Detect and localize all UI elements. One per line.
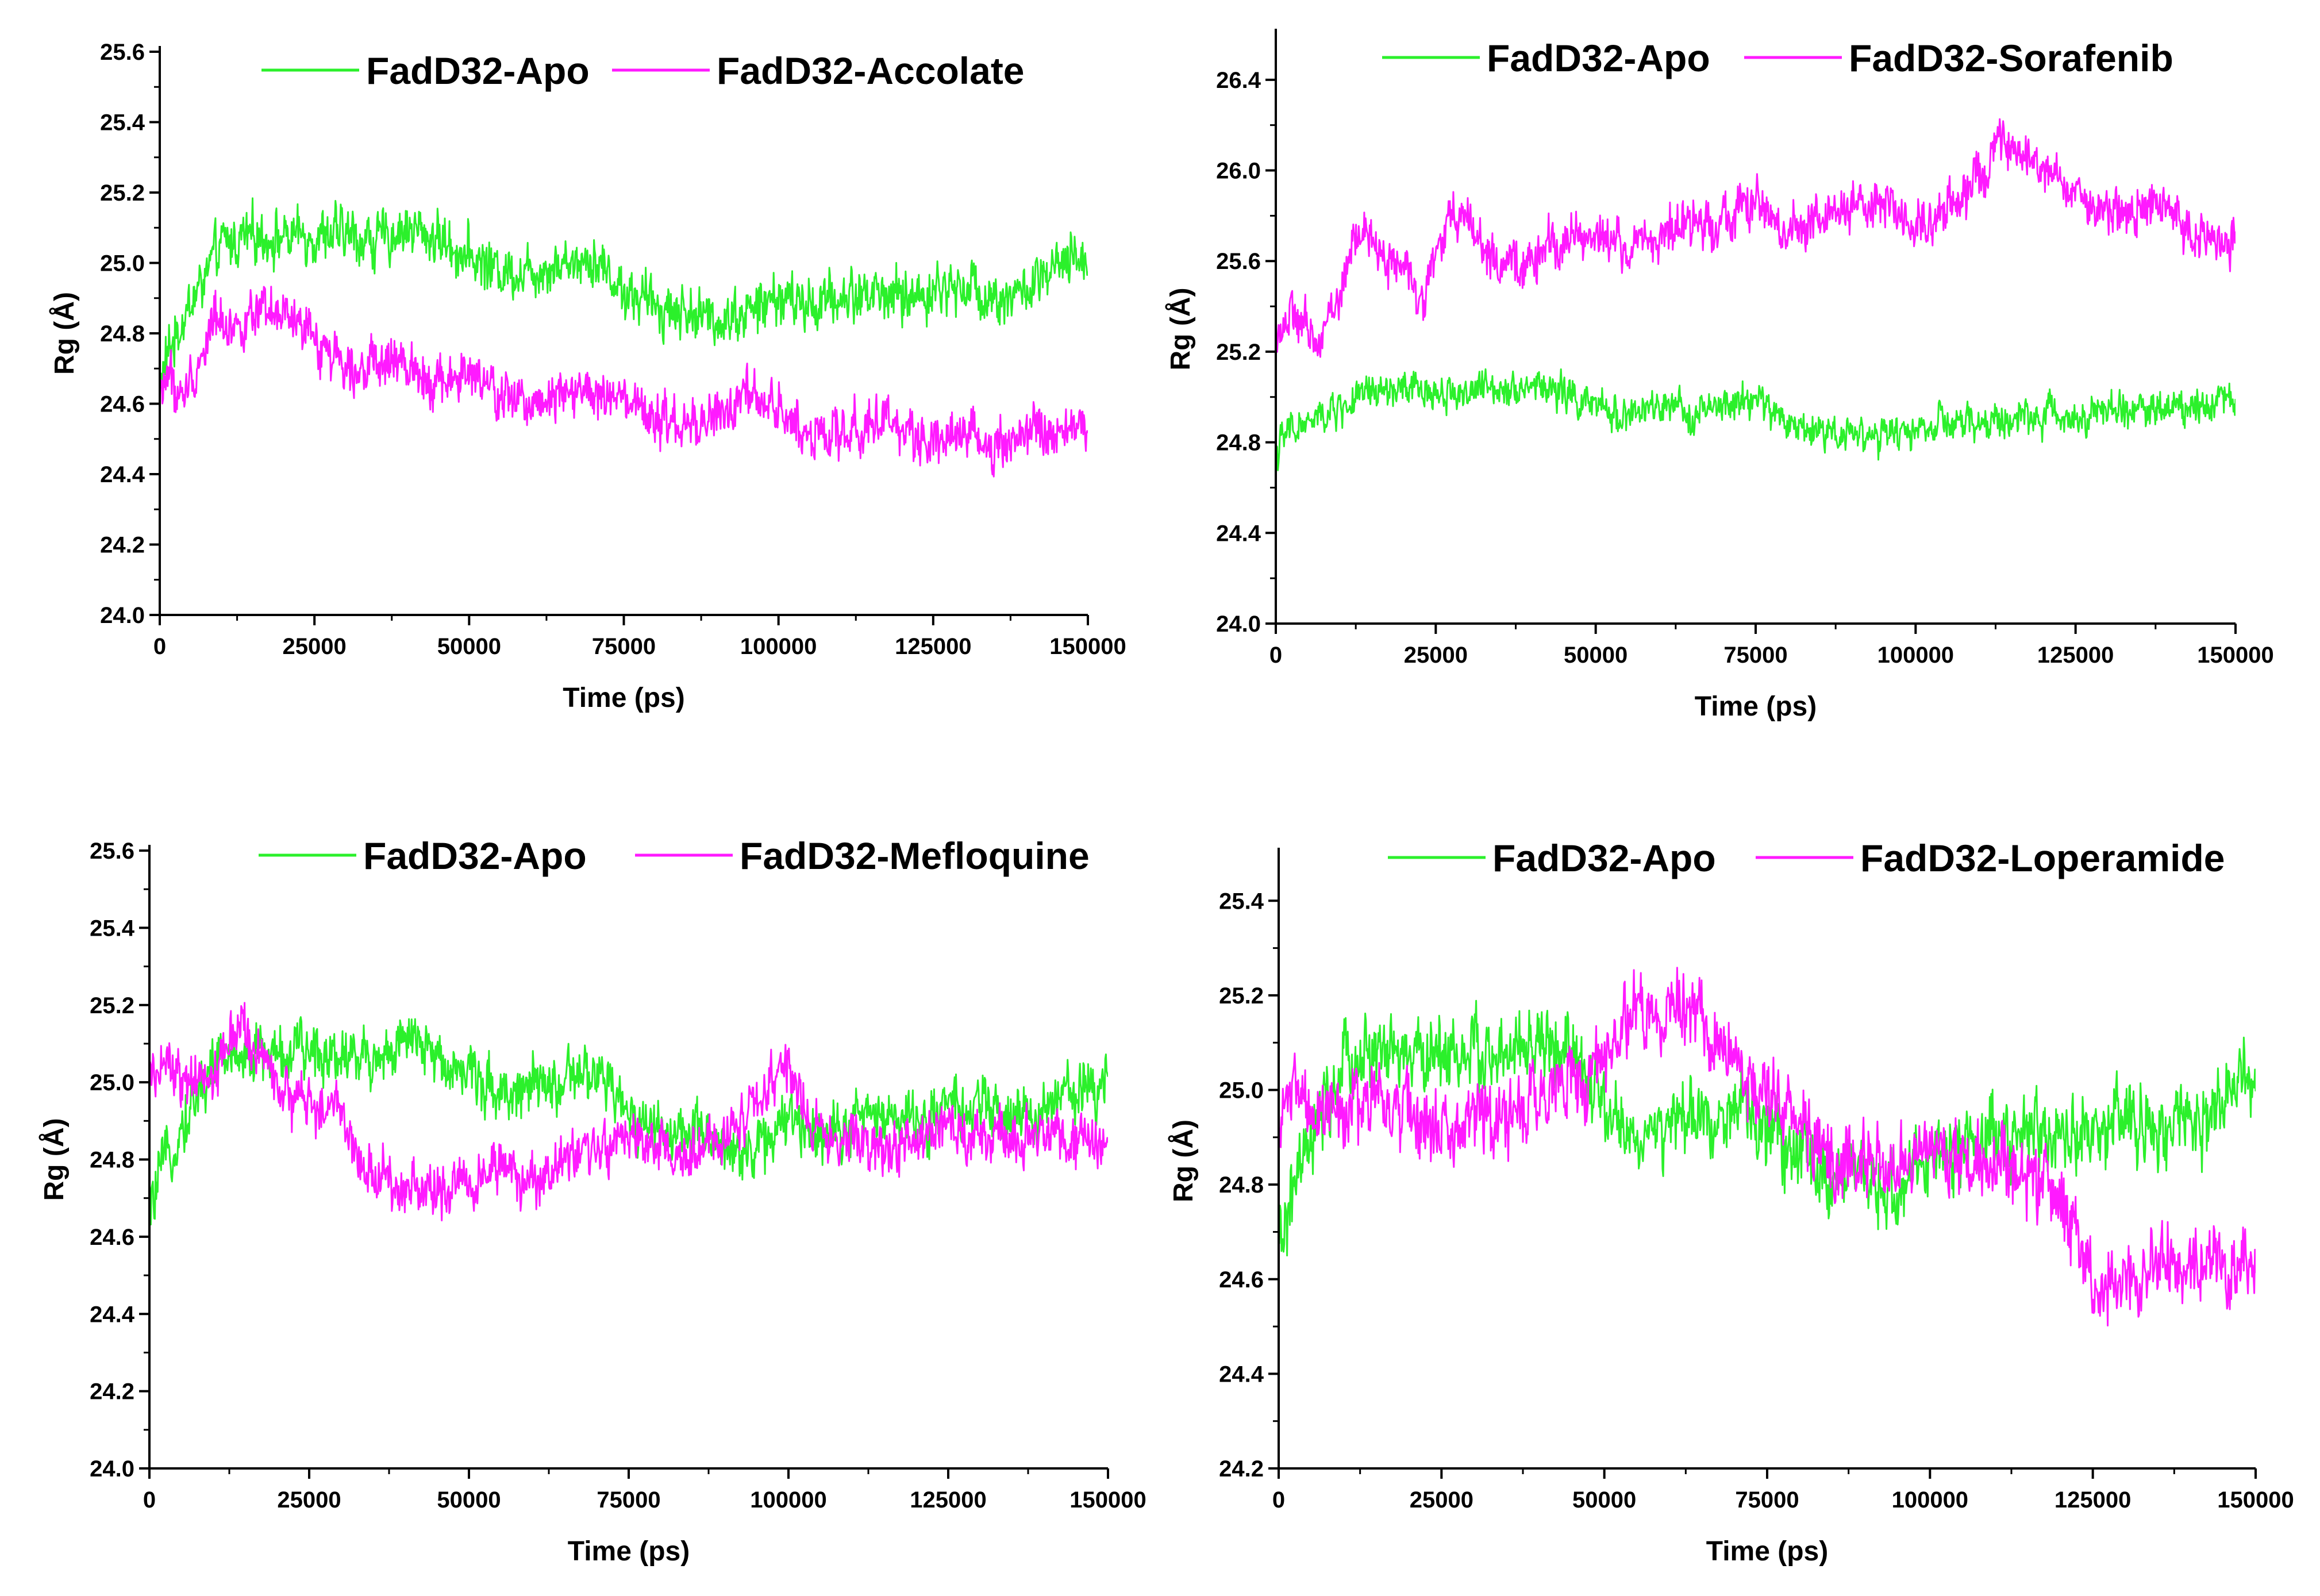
y-tick-label: 25.6	[90, 839, 134, 864]
legend: FadD32-Apo FadD32-Accolate	[261, 49, 1025, 92]
legend-label: FadD32-Apo	[1487, 37, 1710, 79]
y-tick-label: 24.4	[100, 462, 145, 487]
series-layer	[1279, 967, 2256, 1326]
y-tick-label: 25.2	[1219, 983, 1264, 1009]
y-tick-label: 24.0	[90, 1456, 134, 1482]
x-tick-label: 100000	[750, 1487, 826, 1513]
legend-label: FadD32-Mefloquine	[740, 834, 1090, 877]
y-tick-label: 24.8	[1216, 430, 1261, 456]
x-tick-label: 25000	[277, 1487, 341, 1513]
y-tick-label: 24.6	[1219, 1267, 1264, 1293]
series-line-fadd32-sorafenib	[1276, 118, 2236, 358]
y-tick-label: 25.2	[90, 993, 134, 1018]
x-tick-label: 125000	[910, 1487, 986, 1513]
x-tick-label: 0	[153, 634, 166, 659]
y-tick-label: 24.4	[1216, 521, 1261, 546]
y-tick-label: 24.2	[90, 1379, 134, 1405]
series-line-fadd32-apo	[1276, 368, 2236, 471]
series-line-fadd32-mefloquine	[149, 1002, 1108, 1222]
y-tick-label: 25.0	[100, 251, 145, 276]
x-tick-label: 75000	[1723, 643, 1787, 668]
y-axis-title: Rg (Å)	[1168, 1120, 1199, 1202]
x-tick-label: 75000	[1735, 1487, 1799, 1513]
y-tick-label: 25.0	[90, 1070, 134, 1095]
y-tick-label: 25.4	[1219, 889, 1264, 914]
y-tick-label: 24.2	[100, 533, 145, 558]
x-tick-label: 100000	[740, 634, 817, 659]
series-line-fadd32-apo	[149, 1016, 1108, 1226]
series-line-fadd32-apo	[160, 197, 1088, 390]
y-tick-label: 25.4	[100, 110, 145, 136]
chart-panel-mefloquine: 0 25000 50000 75000 100000 125000 150000 24.0 24…	[39, 834, 1146, 1567]
x-tick-label: 0	[1272, 1487, 1285, 1513]
legend-label: FadD32-Loperamide	[1860, 837, 2225, 879]
y-tick-label: 26.4	[1216, 68, 1261, 93]
y-tick-label: 24.6	[90, 1225, 134, 1250]
x-tick-label: 0	[1269, 643, 1282, 668]
legend: FadD32-Apo FadD32-Loperamide	[1388, 837, 2225, 879]
x-tick-label: 25000	[1404, 643, 1468, 668]
x-axis-title: Time (ps)	[563, 683, 684, 713]
y-tick-label: 24.2	[1219, 1456, 1264, 1482]
x-tick-label: 25000	[283, 634, 347, 659]
x-tick-label: 75000	[597, 1487, 660, 1513]
chart-panel-loperamide: 0 25000 50000 75000 100000 125000 150000 24.2 24…	[1168, 837, 2294, 1567]
y-tick-label: 25.6	[1216, 249, 1261, 274]
x-axis-title: Time (ps)	[568, 1536, 690, 1567]
y-tick-label: 24.8	[100, 321, 145, 347]
y-tick-label: 25.4	[90, 916, 135, 941]
x-tick-label: 100000	[1892, 1487, 1968, 1513]
x-tick-label: 125000	[2037, 643, 2114, 668]
x-tick-label: 50000	[1572, 1487, 1636, 1513]
series-layer	[149, 1002, 1108, 1226]
legend: FadD32-Apo FadD32-Mefloquine	[259, 834, 1090, 877]
y-tick-label: 24.0	[100, 603, 145, 628]
y-tick-label: 25.0	[1219, 1078, 1264, 1103]
y-tick-label: 24.6	[100, 392, 145, 417]
legend-label: FadD32-Apo	[1492, 837, 1716, 879]
chart-panel-sorafenib: 0 25000 50000 75000 100000 125000 150000 24.0 24…	[1165, 29, 2274, 722]
x-tick-label: 125000	[2054, 1487, 2131, 1513]
legend: FadD32-Apo FadD32-Sorafenib	[1382, 37, 2173, 79]
x-tick-label: 50000	[437, 1487, 501, 1513]
series-layer	[1276, 118, 2236, 471]
x-tick-label: 0	[143, 1487, 156, 1513]
x-tick-label: 100000	[1877, 643, 1954, 668]
x-tick-label: 125000	[895, 634, 971, 659]
y-tick-label: 24.0	[1216, 612, 1261, 637]
x-tick-label: 75000	[592, 634, 656, 659]
y-axis-title: Rg (Å)	[1165, 288, 1196, 371]
y-tick-label: 25.2	[1216, 340, 1261, 365]
y-tick-label: 24.8	[1219, 1172, 1264, 1198]
x-axis-title: Time (ps)	[1706, 1536, 1828, 1567]
y-tick-label: 24.4	[90, 1302, 135, 1327]
x-axis-title: Time (ps)	[1695, 691, 1817, 722]
y-tick-label: 25.6	[100, 40, 145, 65]
legend-label: FadD32-Apo	[366, 49, 590, 92]
series-line-fadd32-accolate	[160, 286, 1088, 478]
x-tick-label: 50000	[1564, 643, 1628, 668]
y-tick-label: 24.8	[90, 1148, 134, 1173]
y-tick-label: 25.2	[100, 180, 145, 206]
legend-label: FadD32-Apo	[363, 834, 587, 877]
legend-label: FadD32-Sorafenib	[1849, 37, 2173, 79]
x-tick-label: 150000	[1049, 634, 1126, 659]
y-axis-title: Rg (Å)	[39, 1118, 70, 1201]
chart-panel-accolate: 0 25000 50000 75000 100000 125000 150000 24.0 24…	[49, 40, 1126, 713]
series-line-fadd32-loperamide	[1279, 967, 2256, 1326]
x-tick-label: 150000	[1069, 1487, 1146, 1513]
series-layer	[160, 197, 1088, 478]
x-tick-label: 150000	[2197, 643, 2273, 668]
y-tick-label: 26.0	[1216, 159, 1261, 184]
x-tick-label: 150000	[2217, 1487, 2294, 1513]
legend-label: FadD32-Accolate	[717, 49, 1025, 92]
x-tick-label: 25000	[1410, 1487, 1473, 1513]
x-tick-label: 50000	[437, 634, 501, 659]
y-axis-title: Rg (Å)	[49, 292, 80, 375]
y-tick-label: 24.4	[1219, 1362, 1264, 1387]
